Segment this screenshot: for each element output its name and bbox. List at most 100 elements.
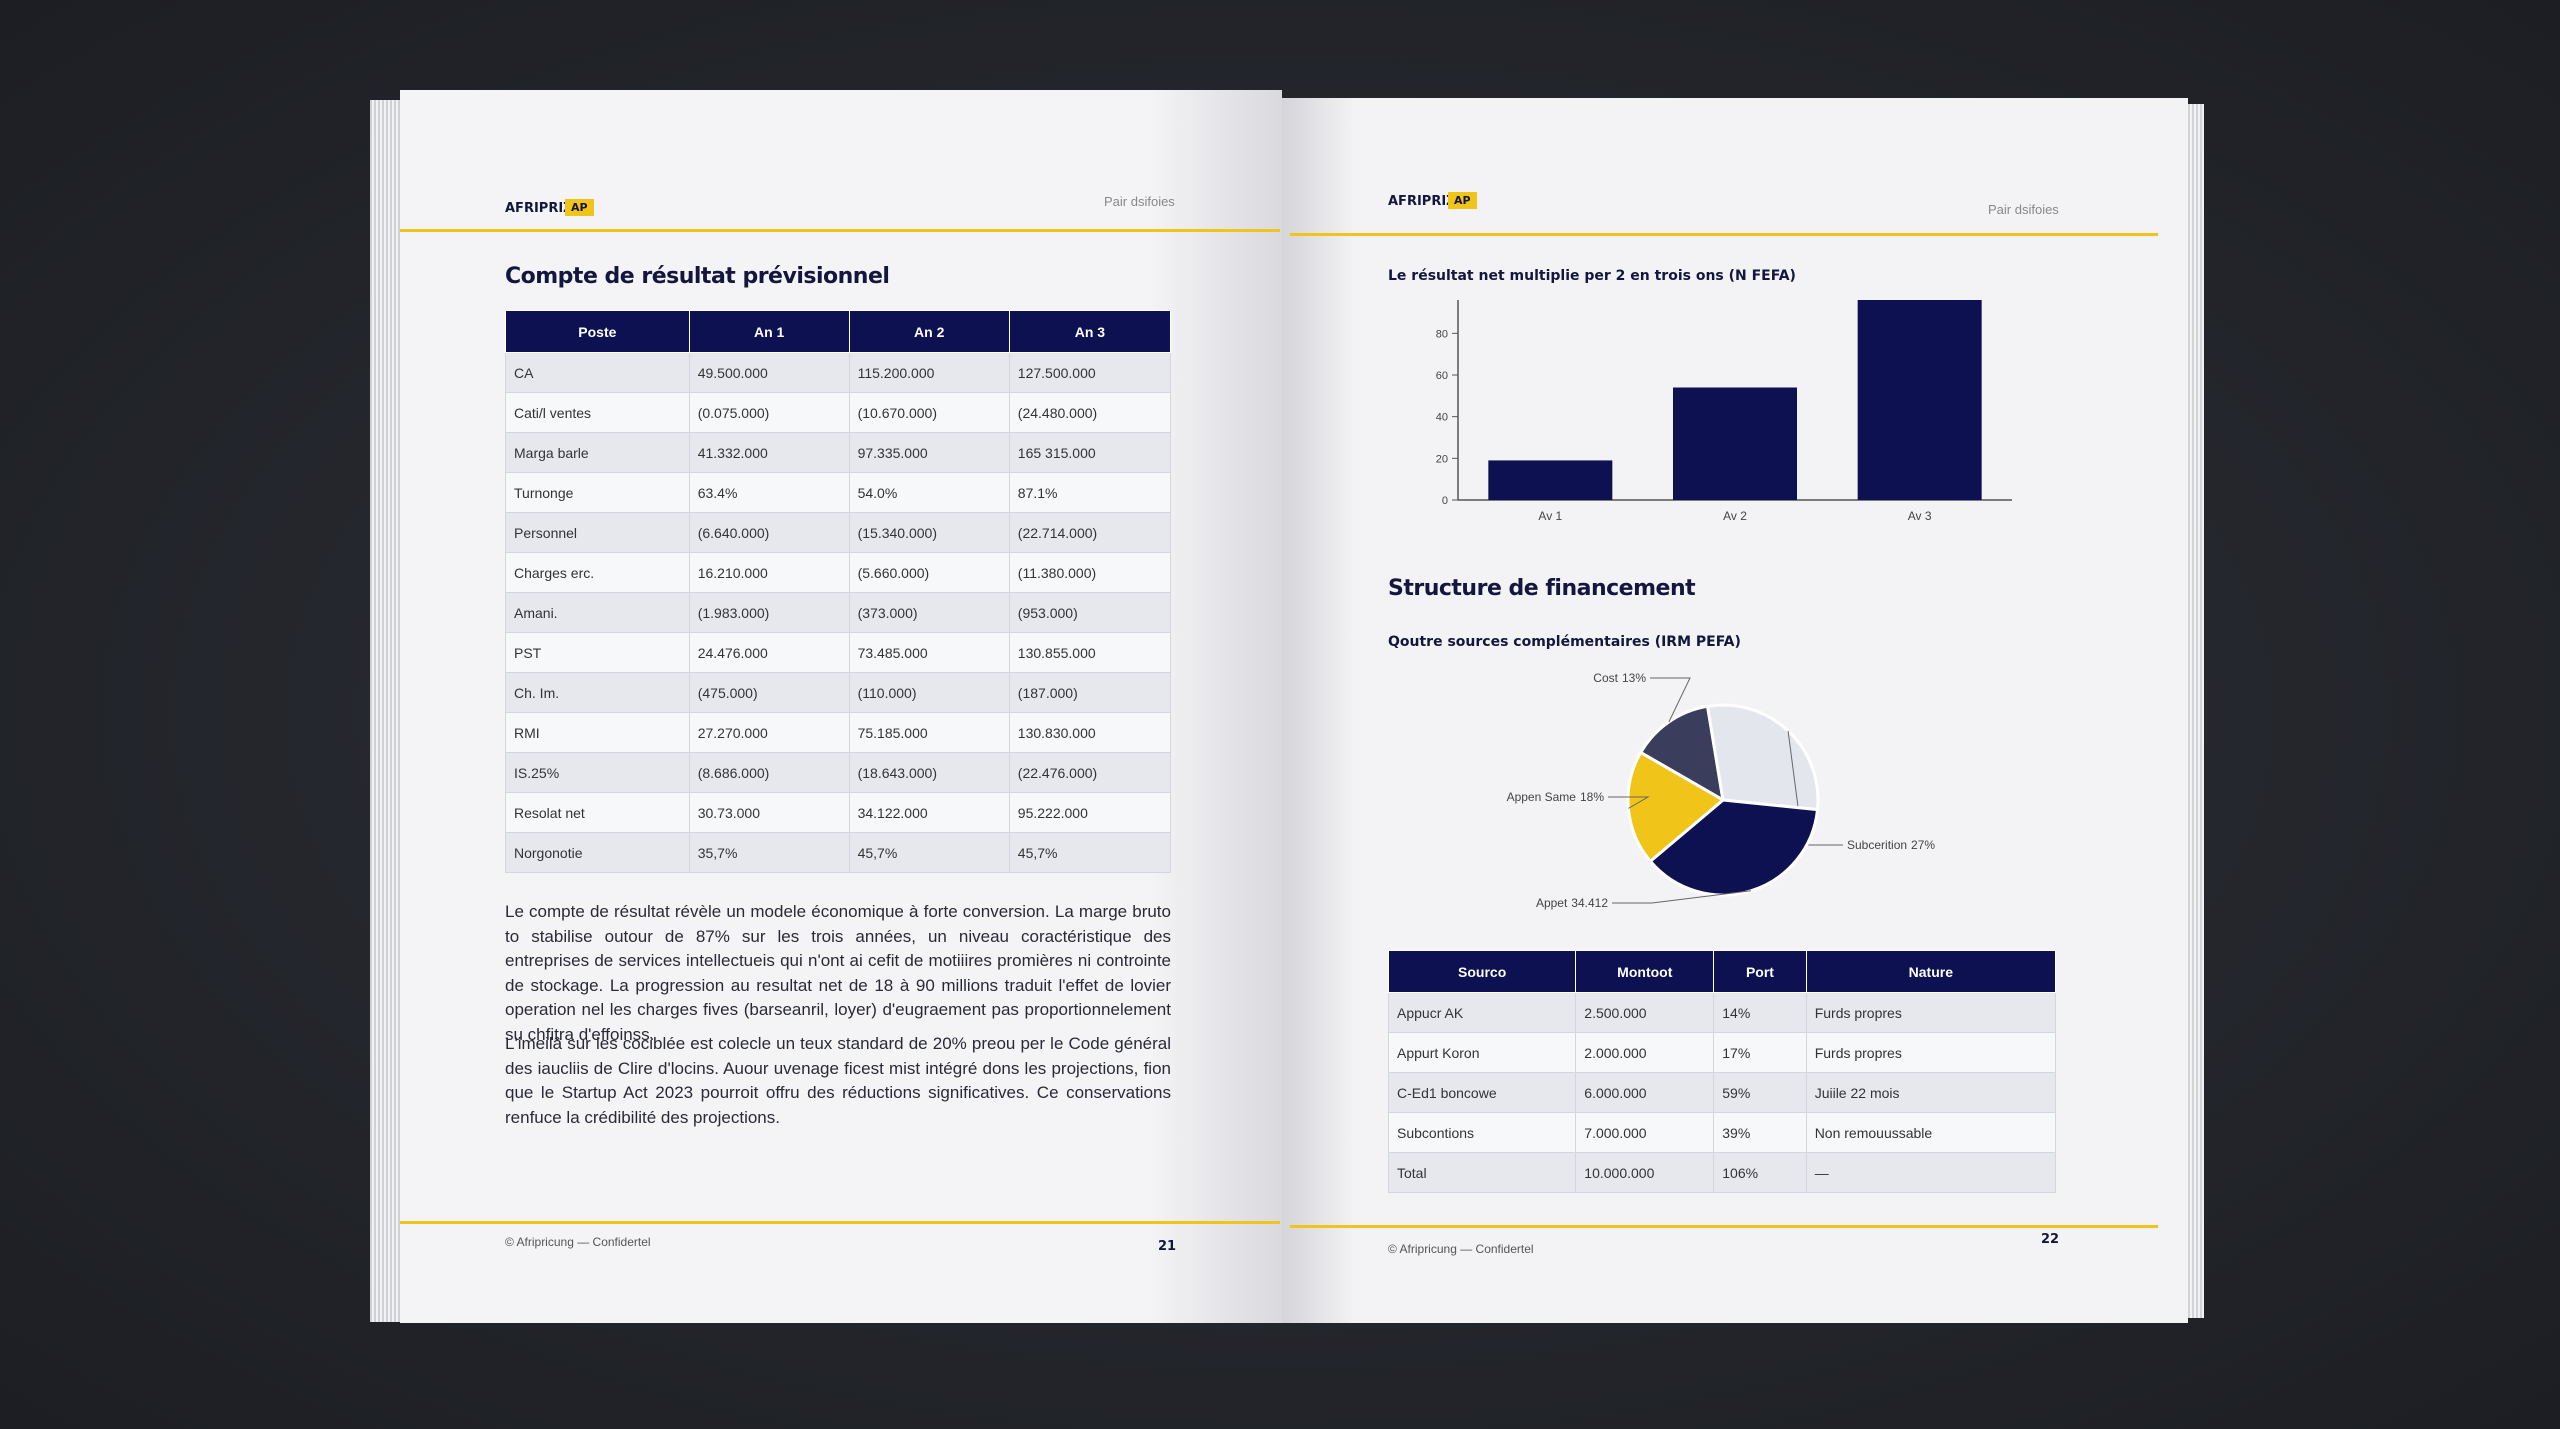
pie-label: Appen Same 18%	[1507, 790, 1605, 804]
row: Ch. Im. (475.000) (110.000) (187.000)	[505, 672, 1172, 713]
cell: Resolat net	[505, 792, 690, 833]
category-label: Appen Same	[1507, 790, 1577, 804]
cell: Cati/l ventes	[505, 392, 690, 433]
cell: 45,7%	[848, 832, 1010, 873]
row: CA 49.500.000 115.200.000 127.500.000	[505, 352, 1172, 393]
brand: AFRIPRIZ	[1388, 194, 1456, 209]
cell: 10.000.000	[1575, 1152, 1715, 1193]
header-text: Pair dsifoies	[1104, 194, 1175, 209]
cell: 165 315.000	[1008, 432, 1172, 473]
cell: Turnonge	[505, 472, 690, 513]
header-text: Pair dsifoies	[1988, 202, 2059, 217]
page-number: 21	[1158, 1239, 1177, 1254]
row: Total 10.000.000 106% —	[1387, 1152, 2057, 1193]
cell: 35,7%	[688, 832, 850, 873]
cell: 115.200.000	[848, 352, 1010, 393]
pie-label: Appet 34.412	[1536, 896, 1608, 910]
column-header: Montoot	[1575, 950, 1715, 993]
table: Sourco Montoot Port Nature Appucr AK 2.500.00…	[1387, 950, 2057, 1193]
cell: (10.670.000)	[848, 392, 1010, 433]
cell: Ch. Im.	[505, 672, 690, 713]
category-label: Appet	[1536, 896, 1568, 910]
cell: Personnel	[505, 512, 690, 553]
cell: RMI	[505, 712, 690, 753]
cell: (953.000)	[1008, 592, 1172, 633]
bar	[1673, 387, 1797, 500]
cell: (5.660.000)	[848, 552, 1010, 593]
value-label: 27%	[1911, 838, 1935, 852]
row: Charges erc. 16.210.000 (5.660.000) (11.380…	[505, 552, 1172, 593]
rule	[400, 1221, 1280, 1224]
title: Compte de résultat prévisionnel	[505, 264, 890, 289]
row: IS.25% (8.686.000) (18.643.000) (22.476.000…	[505, 752, 1172, 793]
row: Marga barle 41.332.000 97.335.000 165 315.0…	[505, 432, 1172, 473]
rule	[400, 229, 1280, 232]
cell: 34.122.000	[848, 792, 1010, 833]
x-tick-label: Av 2	[1723, 509, 1747, 523]
cell: (22.714.000)	[1008, 512, 1172, 553]
cell: 7.000.000	[1575, 1112, 1715, 1153]
cell: 24.476.000	[688, 632, 850, 673]
rule	[1290, 1225, 2158, 1228]
column-header: Sourco	[1387, 950, 1577, 993]
cell: Subcontions	[1387, 1112, 1577, 1153]
y-tick-label: 60	[1436, 370, 1448, 382]
cell: 130.855.000	[1008, 632, 1172, 673]
cell: (475.000)	[688, 672, 850, 713]
cell: 95.222.000	[1008, 792, 1172, 833]
rule	[1290, 233, 2158, 236]
cell: (8.686.000)	[688, 752, 850, 793]
cell: (15.340.000)	[848, 512, 1010, 553]
cell: Appurt Koron	[1387, 1032, 1577, 1073]
section-title: Structure de financement	[1388, 576, 1696, 601]
cell: —	[1805, 1152, 2057, 1193]
leader-line	[1612, 890, 1752, 904]
cell: IS.25%	[505, 752, 690, 793]
header-row: Sourco Montoot Port Nature	[1387, 950, 2057, 993]
cell: (11.380.000)	[1008, 552, 1172, 593]
footer: © Afripricung — Confidertel	[505, 1235, 651, 1249]
badge: AP	[565, 199, 594, 216]
leader-line	[1608, 796, 1650, 809]
column-header: Port	[1713, 950, 1807, 993]
cell: PST	[505, 632, 690, 673]
cell: 6.000.000	[1575, 1072, 1715, 1113]
cell: 106%	[1713, 1152, 1807, 1193]
page-edges	[370, 100, 400, 1322]
y-tick-label: 20	[1436, 453, 1448, 465]
cell: 130.830.000	[1008, 712, 1172, 753]
column-header: An 2	[848, 310, 1010, 353]
badge: AP	[1448, 192, 1477, 209]
cell: 87.1%	[1008, 472, 1172, 513]
cell: 49.500.000	[688, 352, 850, 393]
category-label: Subcerition	[1847, 838, 1907, 852]
chart-title: Le résultat net multiplie per 2 en trois…	[1388, 268, 1796, 284]
row: C-Ed1 boncowe 6.000.000 59% Juiile 22 mois	[1387, 1072, 2057, 1113]
bar	[1857, 300, 1982, 500]
cell: C-Ed1 boncowe	[1387, 1072, 1577, 1113]
value-label: 18%	[1580, 790, 1604, 804]
row: Subcontions 7.000.000 39% Non remouussable	[1387, 1112, 2057, 1153]
pie-label: Subcerition 27%	[1847, 838, 1935, 852]
cell: 27.270.000	[688, 712, 850, 753]
cell: 2.500.000	[1575, 992, 1715, 1033]
footer: © Afripricung — Confidertel	[1388, 1242, 1534, 1256]
cell: 30.73.000	[688, 792, 850, 833]
row: Amani. (1.983.000) (373.000) (953.000)	[505, 592, 1172, 633]
cell: (18.643.000)	[848, 752, 1010, 793]
row: Appurt Koron 2.000.000 17% Furds propres	[1387, 1032, 2057, 1073]
cell: 2.000.000	[1575, 1032, 1715, 1073]
cell: 97.335.000	[848, 432, 1010, 473]
cell: Non remouussable	[1805, 1112, 2057, 1153]
x-tick-label: Av 1	[1538, 509, 1562, 523]
cell: 17%	[1713, 1032, 1807, 1073]
cell: (1.983.000)	[688, 592, 850, 633]
cell: 75.185.000	[848, 712, 1010, 753]
paragraph: Le compte de résultat révèle un modele é…	[505, 902, 1171, 1044]
cell: Juiile 22 mois	[1805, 1072, 2057, 1113]
cell: 39%	[1713, 1112, 1807, 1153]
table: Poste An 1 An 2 An 3 CA 49.500.000 115.200.000…	[505, 310, 1172, 873]
cell: Charges erc.	[505, 552, 690, 593]
row: Resolat net 30.73.000 34.122.000 95.222.000	[505, 792, 1172, 833]
page-edges	[2188, 104, 2204, 1318]
